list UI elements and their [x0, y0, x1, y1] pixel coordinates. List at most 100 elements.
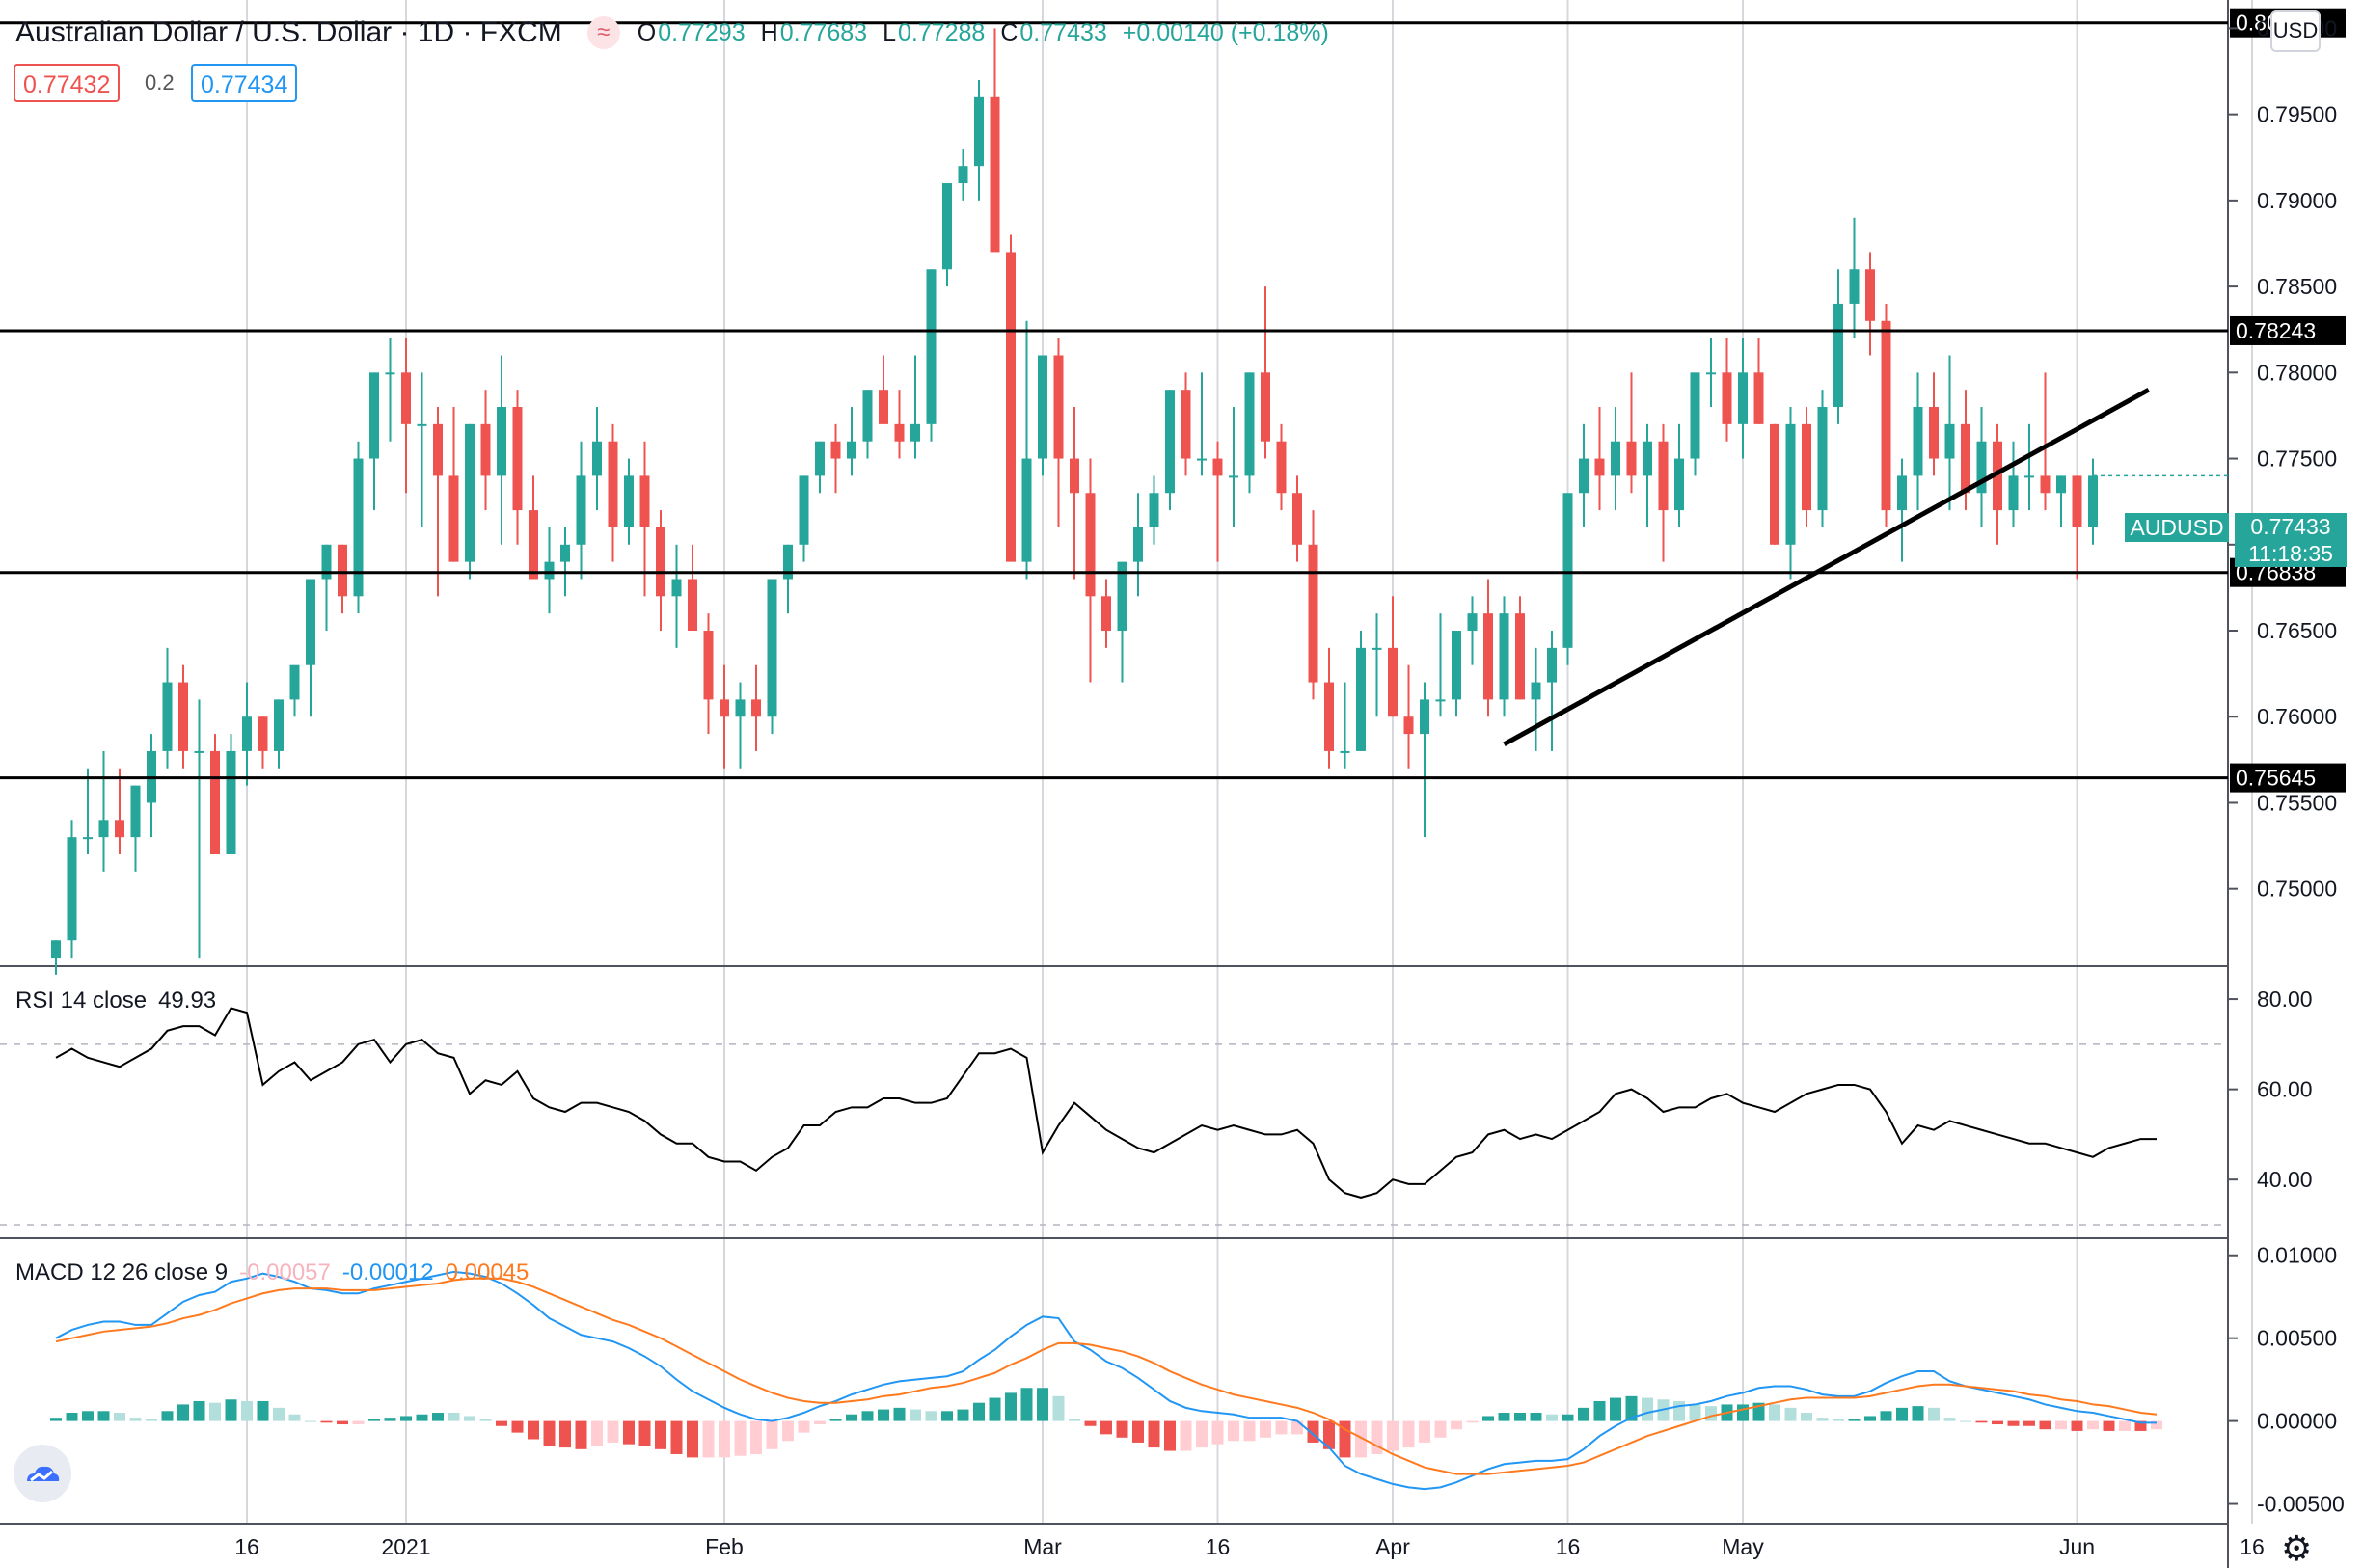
- candle-body: [353, 458, 364, 597]
- macd-histogram-bar: [719, 1420, 730, 1458]
- candle-body: [1706, 372, 1716, 375]
- macd-histogram-bar: [209, 1402, 221, 1421]
- symbol-tag: AUDUSD: [2125, 513, 2229, 542]
- macd-histogram-bar: [1371, 1420, 1383, 1454]
- candle-body: [926, 269, 937, 424]
- candle-body: [1420, 699, 1429, 735]
- price-tick-label: 0.76000: [2257, 704, 2337, 729]
- macd-histogram-bar: [1530, 1413, 1542, 1421]
- candle-body: [1388, 647, 1398, 717]
- macd-histogram-bar: [1896, 1407, 1908, 1421]
- price-tick-label: 0.78000: [2257, 360, 2337, 385]
- macd-histogram-bar: [1912, 1406, 1924, 1421]
- x-tick-label: 2021: [381, 1534, 430, 1559]
- rsi-last-value: 49.93: [158, 987, 217, 1014]
- macd-histogram-bar: [798, 1420, 810, 1433]
- macd-histogram-bar: [479, 1419, 492, 1421]
- macd-histogram-bar: [496, 1420, 507, 1426]
- candle-body: [1085, 493, 1096, 597]
- candle-body: [178, 682, 188, 751]
- candle-body: [98, 820, 109, 838]
- macd-histogram-bar: [1291, 1420, 1303, 1435]
- candle-body: [2040, 475, 2051, 494]
- macd-histogram-bar: [400, 1416, 412, 1421]
- candle-body: [1579, 458, 1589, 494]
- price-tick-label: 0.76500: [2257, 618, 2337, 643]
- macd-histogram-bar: [1992, 1420, 2003, 1425]
- candle-body: [480, 423, 491, 476]
- candle-body: [1849, 269, 1860, 304]
- candle-body: [130, 785, 141, 838]
- candle-body: [1515, 613, 1525, 700]
- macd-histogram-bar: [448, 1413, 460, 1421]
- macd-histogram-bar: [1784, 1407, 1797, 1421]
- macd-histogram-bar: [1100, 1420, 1112, 1435]
- macd-legend[interactable]: MACD 12 26 close 9 -0.00057 -0.00012 0.0004…: [15, 1259, 529, 1286]
- macd-tick-label: -0.00500: [2257, 1492, 2345, 1517]
- macd-histogram-bar: [734, 1420, 747, 1456]
- candle-body: [1785, 423, 1796, 545]
- x-tick-label: 16: [234, 1534, 259, 1559]
- candle-body: [624, 475, 634, 527]
- countdown: 11:18:35: [2248, 541, 2333, 566]
- buy-price-button[interactable]: 0.77434: [191, 64, 298, 102]
- macd-histogram-bar: [273, 1407, 285, 1421]
- macd-tick-label: 0.00000: [2257, 1409, 2337, 1434]
- ohlc-change: +0.00140 (+0.18%): [1122, 18, 1329, 46]
- macd-histogram-bar: [2087, 1420, 2099, 1430]
- macd-histogram-bar: [1928, 1407, 1940, 1421]
- macd-histogram-bar: [575, 1420, 587, 1449]
- candle-body: [1562, 493, 1573, 648]
- rsi-legend[interactable]: RSI 14 close 49.93: [15, 987, 216, 1014]
- settings-gear-icon[interactable]: ⚙: [2281, 1528, 2313, 1568]
- candle-body: [2024, 475, 2034, 478]
- macd-histogram-bar: [1275, 1420, 1288, 1435]
- macd-histogram-bar: [1084, 1420, 1097, 1426]
- level-price-label: 0.78243: [2236, 318, 2316, 343]
- macd-histogram-bar: [352, 1420, 365, 1425]
- currency-button[interactable]: USD: [2270, 10, 2321, 52]
- tradingview-logo-button[interactable]: [14, 1445, 71, 1502]
- candle-body: [2008, 475, 2019, 511]
- candle-body: [1643, 441, 1652, 476]
- macd-histogram-bar: [829, 1419, 842, 1421]
- candle-body: [306, 579, 315, 665]
- macd-histogram-bar: [1148, 1420, 1160, 1448]
- sell-price-button[interactable]: 0.77432: [14, 64, 121, 102]
- macd-histogram-bar: [1451, 1420, 1462, 1430]
- wave-icon[interactable]: ≈: [586, 16, 620, 49]
- macd-histogram-bar: [288, 1414, 301, 1421]
- macd-histogram-bar: [2055, 1420, 2067, 1430]
- current-price-tag: 0.77433 11:18:35: [2235, 513, 2347, 567]
- candle-body: [194, 750, 204, 753]
- macd-histogram-bar: [1164, 1420, 1176, 1451]
- candle-body: [1690, 372, 1700, 459]
- macd-histogram-bar: [1069, 1419, 1080, 1421]
- level-price-label: 0.75645: [2236, 766, 2316, 791]
- candle-body: [608, 441, 618, 527]
- macd-histogram-bar: [337, 1420, 348, 1425]
- macd-name: MACD 12 26 close 9: [15, 1259, 229, 1285]
- macd-histogram-bar: [528, 1420, 539, 1440]
- macd-histogram-bar: [687, 1420, 698, 1458]
- macd-histogram-bar: [782, 1420, 794, 1442]
- candle-body: [1929, 407, 1939, 459]
- macd-histogram-bar: [1466, 1420, 1479, 1423]
- candle-body: [1976, 441, 1987, 494]
- macd-histogram-bar: [66, 1413, 78, 1421]
- symbol-title[interactable]: Australian Dollar / U.S. Dollar · 1D · F…: [15, 16, 562, 48]
- macd-signal-value: 0.00045: [445, 1259, 530, 1285]
- candle-body: [529, 510, 538, 580]
- macd-histogram-bar: [1610, 1397, 1621, 1421]
- candle-body: [1817, 407, 1828, 511]
- candle-body: [1865, 269, 1875, 321]
- trend-line: [1503, 387, 2150, 746]
- candle-body: [1197, 458, 1207, 461]
- candle-layer: [51, 28, 2098, 975]
- candle-body: [401, 372, 411, 424]
- macd-histogram-bar: [607, 1420, 619, 1443]
- ohlc-open: O0.77293: [637, 18, 746, 46]
- candle-body: [1261, 372, 1270, 442]
- current-price: 0.77433: [2250, 514, 2331, 539]
